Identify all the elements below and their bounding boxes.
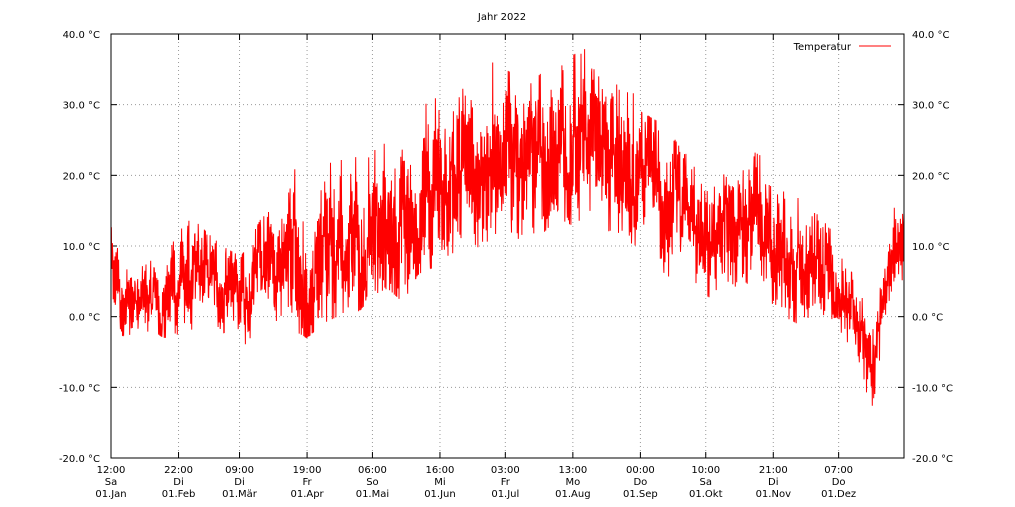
x-tick-label-time: 10:00 — [691, 465, 720, 476]
x-tick-label-weekday: Fr — [303, 477, 313, 488]
x-tick-label-date: 01.Sep — [623, 489, 658, 500]
y-axis-ticks: 40.0 °C 40.0 °C 30.0 °C 30.0 °C 20.0 °C 20.0 … — [59, 30, 953, 465]
x-tick-label-weekday: Mo — [565, 477, 580, 488]
y-tick-label-right: -10.0 °C — [912, 383, 953, 394]
y-tick-label-right: -20.0 °C — [912, 454, 953, 465]
y-tick-label-right: 40.0 °C — [912, 30, 949, 41]
x-tick-label-time: 22:00 — [164, 465, 193, 476]
x-tick-label-time: 03:00 — [491, 465, 520, 476]
legend-label: Temperatur — [793, 42, 852, 53]
x-tick-label-time: 13:00 — [558, 465, 587, 476]
y-tick-label-left: 40.0 °C — [63, 30, 100, 41]
x-tick-label-weekday: Fr — [501, 477, 511, 488]
y-tick-label-right: 20.0 °C — [912, 171, 949, 182]
y-tick-label-right: 30.0 °C — [912, 101, 949, 112]
x-tick-label-time: 16:00 — [426, 465, 455, 476]
y-tick-label-left: -10.0 °C — [59, 383, 100, 394]
x-tick-label-date: 01.Mär — [222, 489, 258, 500]
series-temperatur — [110, 49, 905, 406]
x-tick-label-weekday: Sa — [700, 477, 712, 488]
x-tick-label-date: 01.Mai — [356, 489, 389, 500]
x-tick-label-weekday: Di — [768, 477, 778, 488]
x-tick-label-weekday: Do — [633, 477, 647, 488]
x-axis-ticks: 12:00Sa01.Jan22:00Di01.Feb09:00Di01.Mär1… — [95, 34, 856, 500]
x-tick-label-date: 01.Dez — [821, 489, 856, 500]
y-tick-label-right: 0.0 °C — [912, 313, 943, 324]
x-tick-label-time: 09:00 — [225, 465, 254, 476]
y-tick-label-left: 30.0 °C — [63, 101, 100, 112]
x-tick-label-date: 01.Nov — [756, 489, 792, 500]
x-tick-label-weekday: Di — [234, 477, 244, 488]
x-tick-label-time: 12:00 — [97, 465, 126, 476]
x-tick-label-weekday: Sa — [105, 477, 117, 488]
x-tick-label-time: 06:00 — [358, 465, 387, 476]
x-tick-label-date: 01.Feb — [162, 489, 196, 500]
legend: Temperatur — [793, 42, 891, 53]
x-tick-label-time: 19:00 — [293, 465, 322, 476]
y-tick-label-left: 0.0 °C — [69, 313, 100, 324]
y-tick-label-right: 10.0 °C — [912, 242, 949, 253]
x-tick-label-date: 01.Jan — [95, 489, 126, 500]
y-tick-label-left: -20.0 °C — [59, 454, 100, 465]
x-tick-label-time: 07:00 — [824, 465, 853, 476]
y-tick-label-left: 20.0 °C — [63, 171, 100, 182]
x-tick-label-time: 21:00 — [759, 465, 788, 476]
x-tick-label-weekday: Do — [832, 477, 846, 488]
x-tick-label-date: 01.Aug — [555, 489, 590, 500]
x-tick-label-date: 01.Jul — [491, 489, 519, 500]
x-tick-label-weekday: Mi — [434, 477, 445, 488]
x-tick-label-weekday: Di — [173, 477, 183, 488]
x-tick-label-weekday: So — [366, 477, 378, 488]
y-tick-label-left: 10.0 °C — [63, 242, 100, 253]
plot-frame — [110, 33, 905, 459]
x-tick-label-date: 01.Jun — [424, 489, 456, 500]
series-line-temperatur — [110, 49, 905, 406]
chart-title: Jahr 2022 — [477, 12, 526, 23]
x-tick-label-time: 00:00 — [626, 465, 655, 476]
x-tick-label-date: 01.Apr — [290, 489, 324, 500]
x-tick-label-date: 01.Okt — [689, 489, 723, 500]
